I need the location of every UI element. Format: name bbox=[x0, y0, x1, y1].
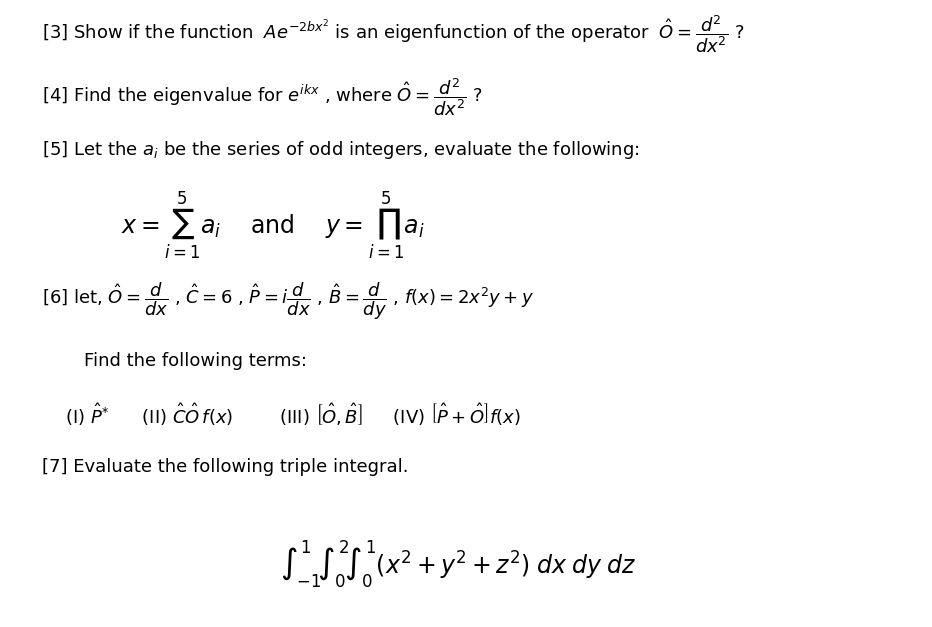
Text: (I) $\hat{P}^{*}$ $\quad\;$ (II) $\hat{C}\hat{O}\,f(x)$ $\qquad$ (III) $\left[\h: (I) $\hat{P}^{*}$ $\quad\;$ (II) $\hat{C… bbox=[65, 401, 521, 427]
Text: [7] Evaluate the following triple integral.: [7] Evaluate the following triple integr… bbox=[42, 458, 408, 476]
Text: Find the following terms:: Find the following terms: bbox=[84, 352, 307, 369]
Text: $x = \sum_{i=1}^{5} a_i \quad$ and $\quad y = \prod_{i=1}^{5} a_i$: $x = \sum_{i=1}^{5} a_i \quad$ and $\qua… bbox=[121, 190, 425, 261]
Text: [3] Show if the function $\;Ae^{-2bx^2}$ is an eigenfunction of the operator $\;: [3] Show if the function $\;Ae^{-2bx^2}$… bbox=[42, 14, 745, 55]
Text: [4] Find the eigenvalue for $e^{ikx}$ , where $\hat{O} = \dfrac{d^2}{dx^2}$ ?: [4] Find the eigenvalue for $e^{ikx}$ , … bbox=[42, 76, 483, 118]
Text: [5] Let the $a_i$ be the series of odd integers, evaluate the following:: [5] Let the $a_i$ be the series of odd i… bbox=[42, 139, 639, 162]
Text: [6] let, $\hat{O} = \dfrac{d}{dx}$ , $\hat{C} = 6$ , $\hat{P} = i\dfrac{d}{dx}$ : [6] let, $\hat{O} = \dfrac{d}{dx}$ , $\h… bbox=[42, 280, 534, 322]
Text: $\int_{-1}^{1}\!\int_{0}^{2}\!\int_{0}^{1}(x^2 + y^2 + z^2)\;dx\;dy\;dz$: $\int_{-1}^{1}\!\int_{0}^{2}\!\int_{0}^{… bbox=[280, 539, 637, 590]
